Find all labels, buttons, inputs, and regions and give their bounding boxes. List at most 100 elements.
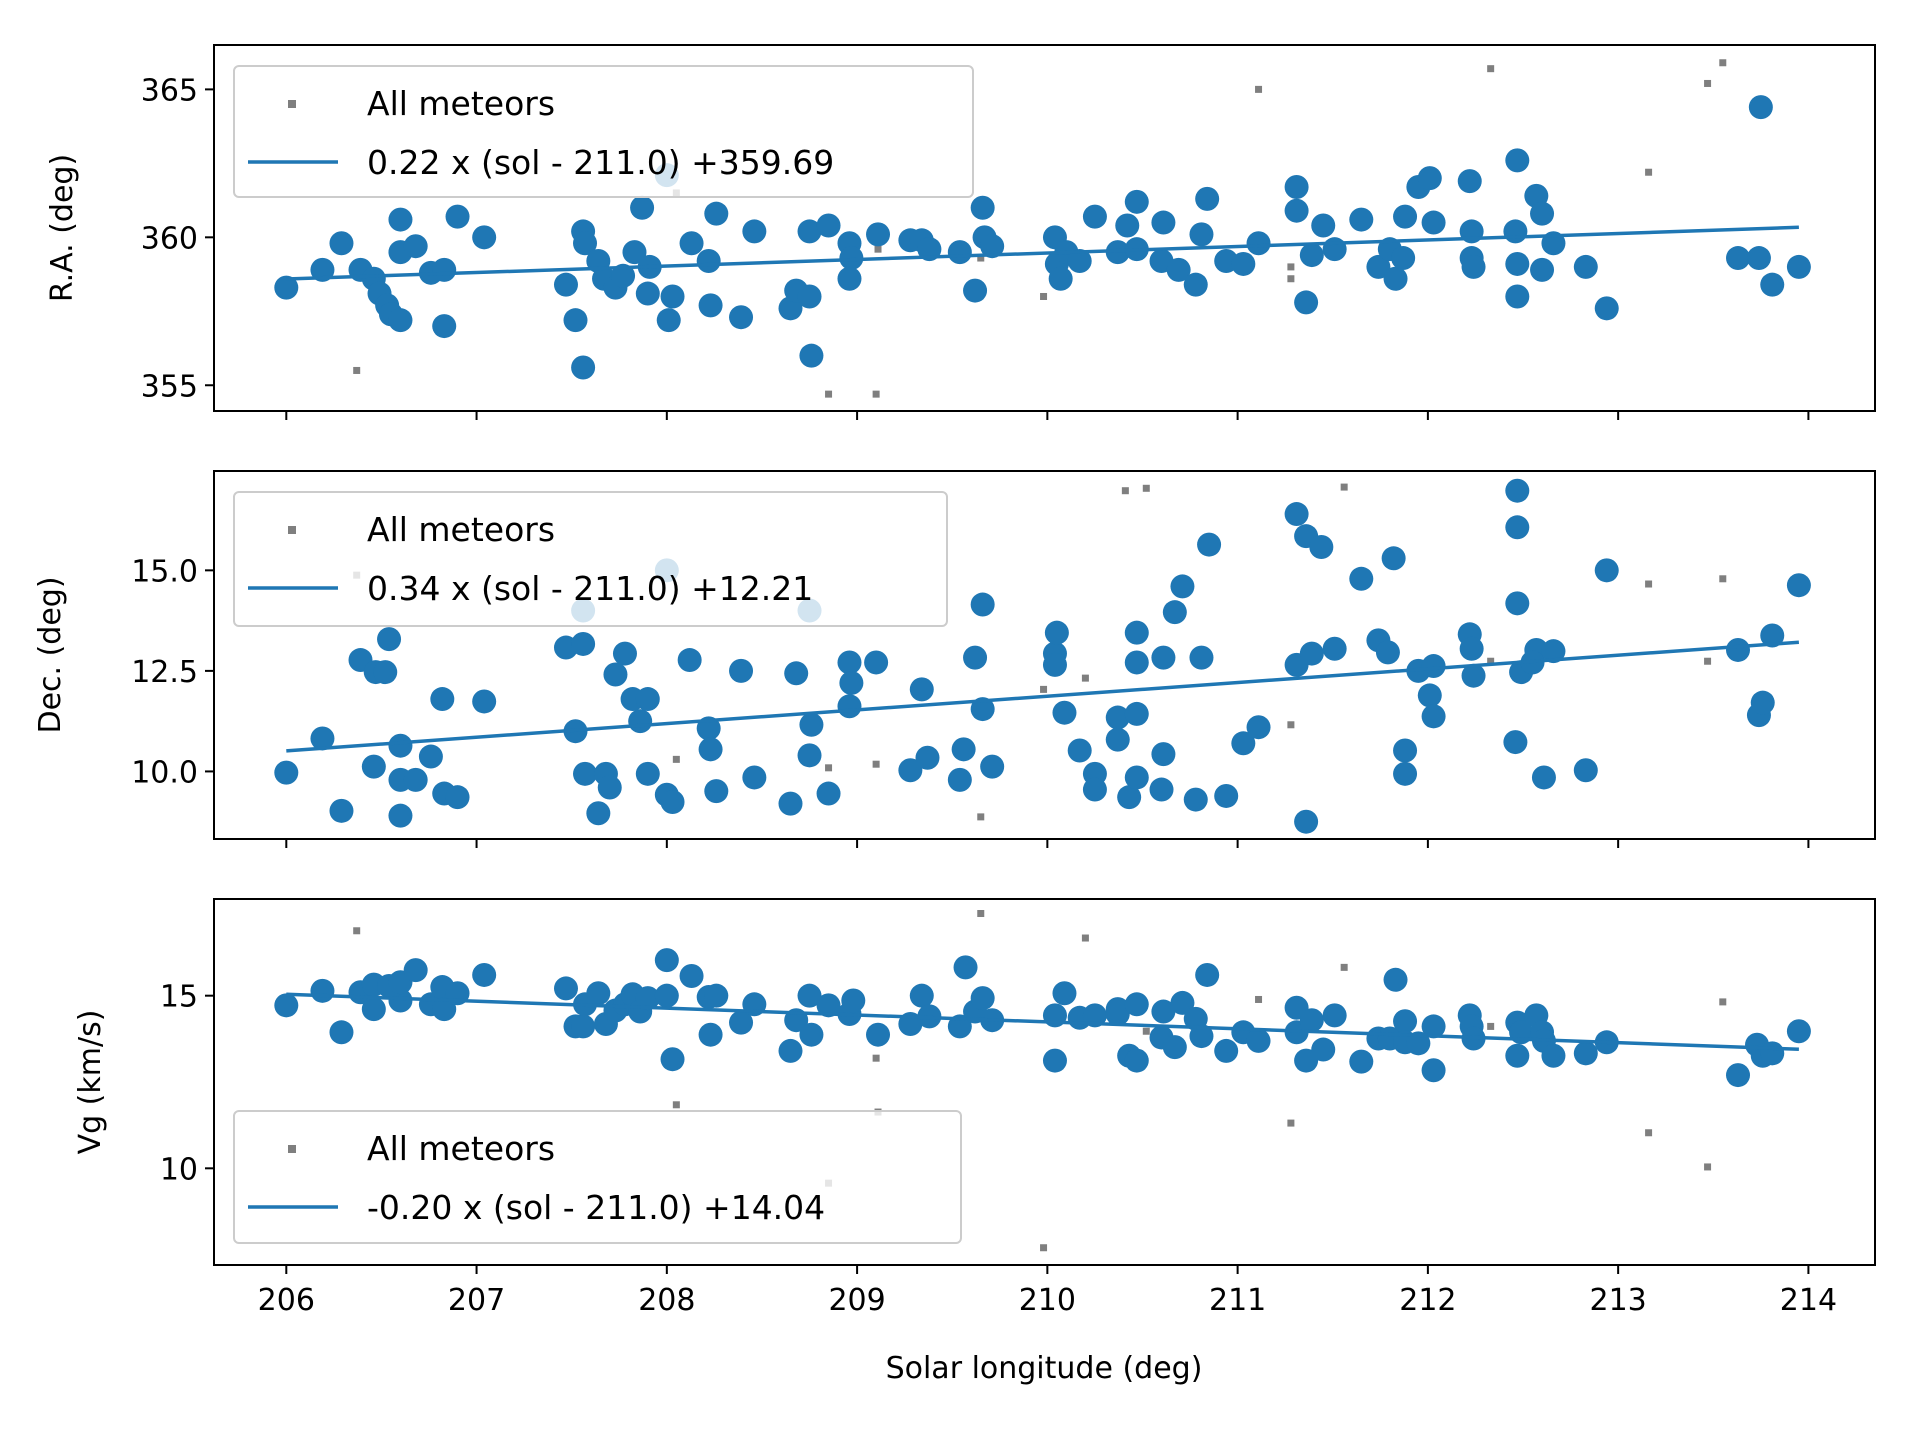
shower-point (1505, 148, 1530, 173)
shower-point (1151, 742, 1176, 767)
shower-point (1044, 620, 1069, 645)
shower-point (1189, 645, 1214, 670)
shower-point (729, 1010, 754, 1035)
shower-point (797, 219, 822, 244)
shower-point (1760, 623, 1785, 648)
shower-point (329, 798, 354, 823)
shower-point (388, 733, 413, 758)
shower-point (1786, 573, 1811, 598)
x-tick-label: 206 (258, 1283, 315, 1318)
legend-label-all-meteors: All meteors (367, 1129, 555, 1168)
shower-point (1124, 189, 1149, 214)
shower-point (432, 997, 457, 1022)
all-meteors-point (872, 760, 880, 768)
shower-point (1503, 730, 1528, 755)
y-tick-label: 12.5 (131, 655, 198, 690)
shower-point (799, 1022, 824, 1047)
shower-point (310, 978, 335, 1003)
shower-point (799, 343, 824, 368)
shower-point (1311, 1037, 1336, 1062)
all-meteors-point (1719, 998, 1727, 1006)
y-tick-label: 15 (160, 980, 198, 1015)
shower-point (1299, 243, 1324, 268)
x-tick-label: 209 (828, 1283, 885, 1318)
shower-point (586, 801, 611, 826)
shower-point (1246, 715, 1271, 740)
shower-point (388, 988, 413, 1013)
shower-point (1151, 210, 1176, 235)
shower-point (563, 308, 588, 333)
panel-2: 10.0 12.5 15.0 Dec. (deg) All meteors 0.34 x … (33, 470, 1876, 848)
panel-1: 355 360 365 R.A. (deg) All meteors 0.22 x (so… (45, 44, 1876, 420)
shower-point (597, 775, 622, 800)
all-meteors-point (1287, 275, 1295, 283)
axes-frame (213, 898, 1876, 1266)
shower-point (1195, 186, 1220, 211)
shower-point (839, 670, 864, 695)
all-meteors-point (1040, 1244, 1048, 1252)
shower-point (742, 219, 767, 244)
legend-label-fit: -0.20 x (sol - 211.0) +14.04 (367, 1188, 825, 1227)
legend-label-fit: 0.34 x (sol - 211.0) +12.21 (367, 569, 813, 608)
shower-point (951, 737, 976, 762)
shower-point (953, 955, 978, 980)
legend-label-fit: 0.22 x (sol - 211.0) +359.69 (367, 143, 834, 182)
shower-point (1383, 266, 1408, 291)
shower-point (1042, 1048, 1067, 1073)
shower-point (1786, 254, 1811, 279)
shower-point (1393, 738, 1418, 763)
all-meteors-point (977, 813, 985, 821)
shower-point (1381, 546, 1406, 571)
fit-line (286, 640, 1800, 753)
shower-point (432, 257, 457, 282)
x-tick-label: 214 (1780, 1283, 1837, 1318)
shower-point (1294, 1048, 1319, 1073)
shower-point (1786, 1019, 1811, 1044)
shower-point (1349, 1049, 1374, 1074)
shower-point (1530, 201, 1555, 226)
shower-point (1149, 777, 1174, 802)
shower-point (472, 962, 497, 987)
shower-point (635, 986, 660, 1011)
shower-point (660, 789, 685, 814)
shower-point (274, 760, 299, 785)
all-meteors-point (1142, 484, 1150, 492)
shower-point (1299, 641, 1324, 666)
shower-point (1393, 1009, 1418, 1034)
shower-point (866, 222, 891, 247)
shower-point (571, 1014, 596, 1039)
shower-point (1082, 777, 1107, 802)
shower-point (432, 314, 457, 339)
shower-point (1042, 652, 1067, 677)
axes-frame (213, 470, 1876, 840)
all-meteors-point (1645, 580, 1653, 588)
fit-line (286, 225, 1799, 281)
shower-point (612, 641, 637, 666)
shower-point (1505, 1043, 1530, 1068)
shower-point (660, 284, 685, 309)
shower-point (1505, 251, 1530, 276)
shower-point (1505, 591, 1530, 616)
shower-point (1246, 1028, 1271, 1053)
shower-point (418, 744, 443, 769)
shower-point (970, 195, 995, 220)
shower-point (1541, 639, 1566, 664)
shower-point (980, 754, 1005, 779)
all-meteors-point (825, 764, 833, 772)
x-tick-label: 211 (1209, 1283, 1266, 1318)
shower-point (622, 240, 647, 265)
shower-point (1573, 758, 1598, 783)
shower-point (963, 278, 988, 303)
shower-point (799, 712, 824, 737)
shower-point (361, 754, 386, 779)
shower-point (1461, 254, 1486, 279)
shower-point (388, 207, 413, 232)
shower-point (571, 631, 596, 656)
shower-point (571, 355, 596, 380)
shower-point (980, 234, 1005, 259)
shower-point (1214, 783, 1239, 808)
all-meteors-point (1040, 685, 1048, 693)
legend-box (233, 491, 948, 627)
legend-box (233, 1110, 962, 1244)
